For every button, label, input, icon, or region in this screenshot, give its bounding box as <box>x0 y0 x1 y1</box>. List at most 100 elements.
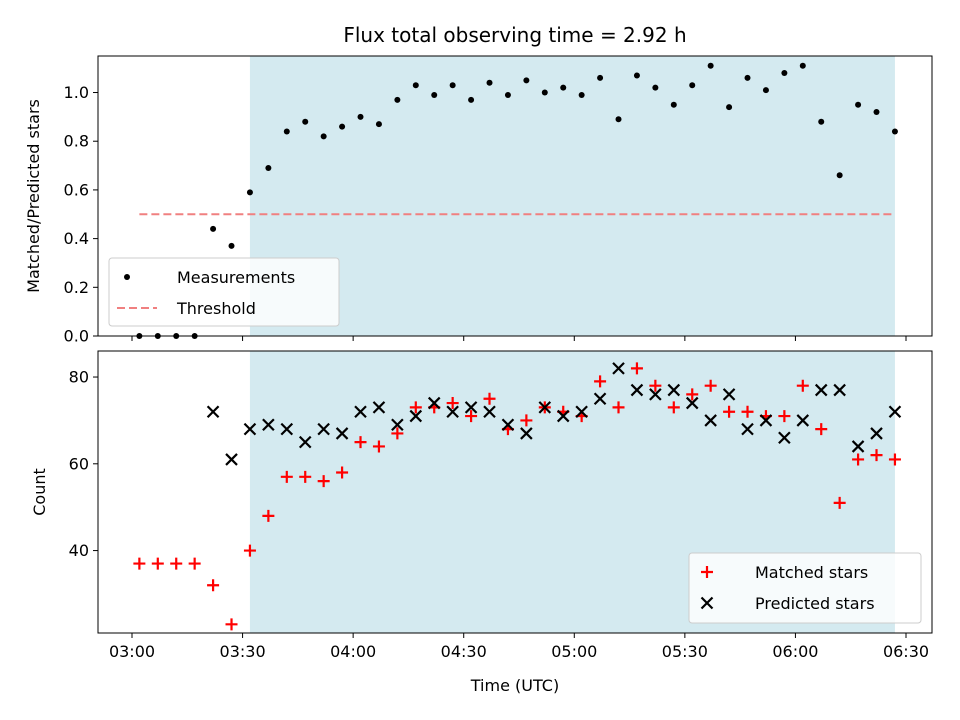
predicted-star-point <box>833 383 846 397</box>
predicted-star-point <box>685 396 699 410</box>
x-tick-label: 04:00 <box>330 642 376 661</box>
legend-box <box>688 552 922 624</box>
matched-star-point <box>667 401 680 414</box>
measurement-point <box>891 128 898 135</box>
predicted-star-point <box>354 405 367 419</box>
matched-star-point <box>612 401 625 414</box>
measurement-point <box>302 118 309 125</box>
predicted-star-point <box>335 427 349 440</box>
measurement-point <box>726 104 733 111</box>
predicted-star-point <box>630 383 644 397</box>
predicted-star-point <box>298 435 312 449</box>
matched-star-point <box>262 509 275 522</box>
measurement-point <box>283 128 290 135</box>
y-tick-label: 60 <box>69 454 89 473</box>
matched-star-point <box>686 388 699 401</box>
matched-star-point <box>483 392 496 405</box>
matched-star-point <box>723 405 736 418</box>
matched-star-point <box>630 362 643 375</box>
matched-star-point <box>299 470 312 483</box>
measurement-point <box>320 133 327 140</box>
matched-star-point <box>833 496 846 509</box>
matched-star-point <box>391 427 404 440</box>
predicted-star-point <box>520 427 533 440</box>
measurement-point <box>818 118 825 125</box>
y-tick-label: 0.2 <box>64 278 89 297</box>
predicted-star-point <box>722 388 736 401</box>
predicted-star-point <box>409 409 423 423</box>
legend-label: Measurements <box>177 268 295 287</box>
x-tick-label: 06:00 <box>772 642 818 661</box>
legend-label: Threshold <box>176 299 256 318</box>
observing-span <box>249 56 895 336</box>
predicted-star-point <box>814 383 828 397</box>
measurement-point <box>689 82 696 89</box>
legend-box <box>108 257 340 327</box>
x-axis-label: Time (UTC) <box>470 676 559 695</box>
predicted-star-point <box>741 422 754 436</box>
measurement-point <box>560 84 567 91</box>
y-tick-label: 0.4 <box>64 229 89 248</box>
measurement-point <box>339 123 346 130</box>
measurement-point <box>836 172 843 179</box>
x-tick-label: 05:30 <box>662 642 708 661</box>
matched-star-point <box>243 544 256 557</box>
measurement-point <box>670 101 677 108</box>
predicted-star-point <box>575 405 588 419</box>
bottom-y-axis-label: Count <box>30 468 49 516</box>
predicted-star-point <box>280 422 294 436</box>
y-tick-label: 0.0 <box>64 327 89 346</box>
measurement-point <box>578 91 585 98</box>
measurement-point <box>762 87 769 94</box>
predicted-star-point <box>612 362 625 375</box>
matched-star-point <box>446 397 459 410</box>
matched-star-point <box>815 423 828 436</box>
matched-star-point <box>207 579 220 592</box>
x-tick-label: 06:30 <box>883 642 929 661</box>
matched-star-point <box>778 410 791 423</box>
predicted-star-point <box>243 422 257 436</box>
matched-star-point <box>594 375 607 388</box>
measurement-point <box>707 62 714 69</box>
chart-title: Flux total observing time = 2.92 h <box>343 23 686 47</box>
measurement-point <box>855 101 862 108</box>
y-tick-label: 0.6 <box>64 180 89 199</box>
measurement-point <box>597 74 604 81</box>
matched-star-point <box>225 618 238 631</box>
measurement-point <box>873 109 880 115</box>
predicted-star-point <box>501 418 515 432</box>
matched-star-point <box>796 379 809 392</box>
legend-marker-x <box>700 596 714 610</box>
predicted-star-point <box>538 401 552 414</box>
predicted-star-point <box>704 414 717 427</box>
measurement-point <box>394 96 401 103</box>
matched-star-point <box>649 379 662 392</box>
predicted-star-point <box>888 405 902 419</box>
matched-star-point <box>372 440 385 453</box>
predicted-star-point <box>317 422 330 436</box>
measurement-point <box>449 82 456 89</box>
predicted-star-point <box>778 431 791 445</box>
predicted-star-point <box>556 409 570 423</box>
y-tick-label: 0.8 <box>64 132 89 151</box>
x-tick-label: 03:30 <box>220 642 266 661</box>
legend-marker-dot <box>124 274 130 280</box>
y-tick-label: 80 <box>69 368 89 387</box>
matched-star-point <box>336 466 349 479</box>
measurement-point <box>523 77 530 84</box>
y-tick-label: 40 <box>69 541 89 560</box>
predicted-star-point <box>427 396 441 410</box>
matched-star-point <box>317 475 330 488</box>
measurement-point <box>265 165 272 171</box>
predicted-star-point <box>851 440 865 453</box>
predicted-star-point <box>206 405 220 419</box>
matched-star-point <box>170 557 183 570</box>
matched-star-point <box>151 557 164 570</box>
predicted-star-point <box>649 388 662 401</box>
predicted-star-point <box>483 405 496 419</box>
matched-star-point <box>409 401 422 414</box>
count-panel: 40 60 80 03:00 03:30 04:00 04:30 05:00 05:30 06:0… <box>69 350 933 661</box>
measurement-point <box>799 62 806 69</box>
measurement-point <box>228 242 235 249</box>
